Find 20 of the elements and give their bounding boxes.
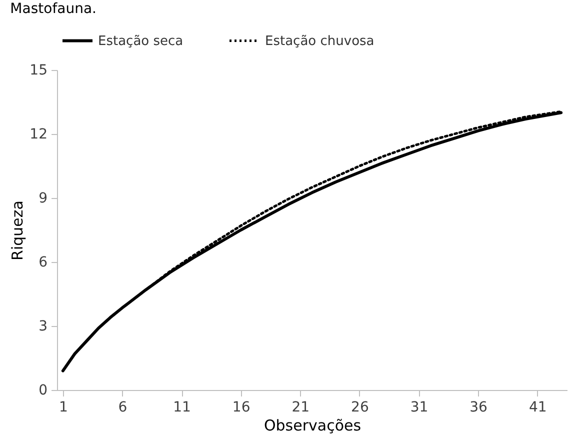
x-tick-label: 1 — [58, 400, 68, 416]
y-tick-label: 9 — [38, 190, 48, 206]
x-tick-label: 36 — [470, 400, 488, 416]
y-axis-title: Riqueza — [8, 200, 27, 260]
y-tick-label: 12 — [30, 126, 48, 142]
x-tick-label: 31 — [410, 400, 428, 416]
x-tick-label: 21 — [292, 400, 310, 416]
x-axis-title: Observações — [264, 416, 362, 434]
x-tick-label: 41 — [528, 400, 547, 416]
x-tick-label: 6 — [118, 400, 128, 416]
x-tick-label: 16 — [232, 400, 250, 416]
legend-label: Estação chuvosa — [265, 34, 374, 49]
y-tick-label: 3 — [38, 318, 48, 334]
y-tick-label: 6 — [38, 254, 48, 270]
y-tick-label: 15 — [30, 62, 48, 78]
y-tick-label: 0 — [38, 382, 48, 398]
x-tick-label: 11 — [173, 400, 191, 416]
chart-title: Mastofauna. — [10, 1, 96, 17]
legend-label: Estação seca — [98, 34, 184, 49]
x-tick-label: 26 — [351, 400, 369, 416]
